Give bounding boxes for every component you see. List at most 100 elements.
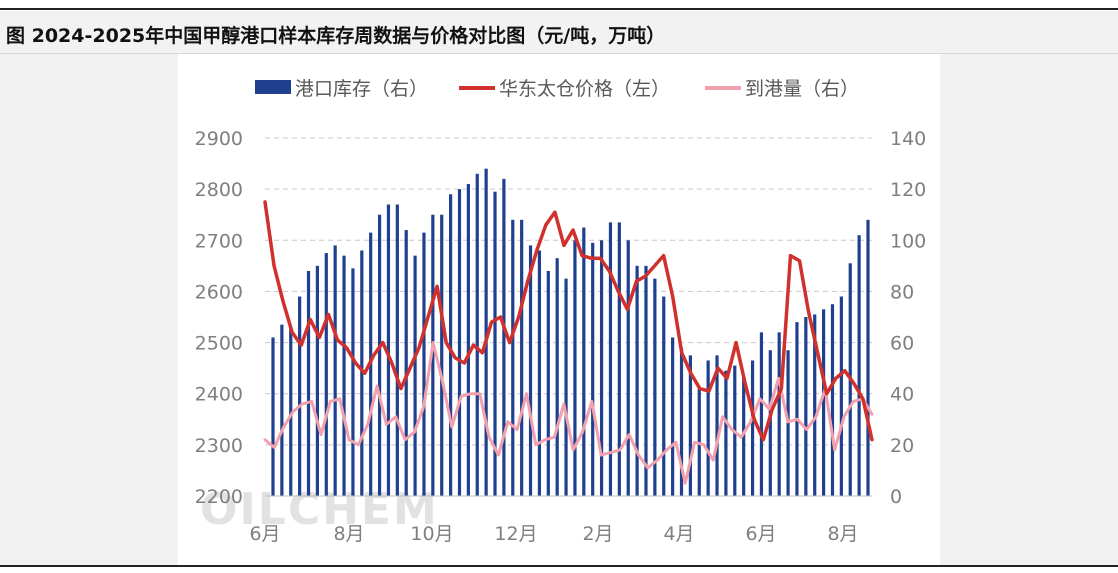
- bar: [457, 189, 462, 496]
- bar: [804, 317, 808, 496]
- bar: [324, 253, 328, 496]
- bar: [315, 265, 319, 496]
- bar: [822, 309, 826, 496]
- y-left-tick-label: 2500: [195, 333, 243, 355]
- bar: [662, 296, 666, 496]
- bar: [404, 230, 408, 496]
- bar: [466, 184, 470, 496]
- bar: [777, 332, 781, 496]
- bar: [742, 378, 746, 496]
- bar: [333, 245, 337, 496]
- bar: [280, 324, 284, 496]
- bar: [626, 240, 630, 496]
- legend-label-price: 华东太仓价格（左）: [499, 78, 670, 100]
- bar: [431, 214, 435, 496]
- left-margin-panel: [0, 54, 178, 565]
- legend-swatch-inventory: [255, 80, 291, 94]
- y-right-tick-label: 80: [890, 281, 914, 303]
- y-left-tick-label: 2400: [195, 384, 243, 406]
- right-margin-panel: [940, 54, 1118, 565]
- bar: [715, 355, 719, 496]
- bar: [440, 214, 444, 496]
- y-left-tick-label: 2200: [195, 486, 243, 508]
- bar: [449, 194, 453, 496]
- bar: [413, 255, 417, 496]
- y-right-tick-label: 100: [890, 230, 926, 252]
- bar: [653, 278, 657, 496]
- bar: [759, 332, 764, 496]
- x-tick-label: 8月: [333, 523, 364, 545]
- bar: [484, 168, 488, 496]
- legend-label-inventory: 港口库存（右）: [295, 78, 428, 100]
- bar: [724, 370, 728, 496]
- bar: [573, 240, 577, 496]
- bar: [493, 191, 497, 496]
- bar: [360, 250, 364, 496]
- bar: [582, 227, 586, 496]
- x-tick-label: 12月: [494, 523, 537, 545]
- y-left-tick-label: 2900: [195, 128, 243, 150]
- bar: [555, 258, 559, 496]
- bar: [422, 232, 426, 497]
- bar: [866, 219, 870, 496]
- bar: [564, 278, 568, 496]
- bar-series: [271, 168, 870, 497]
- price-line: [263, 200, 874, 442]
- top-rule: [0, 8, 1118, 10]
- bar: [528, 245, 533, 496]
- bar: [306, 270, 311, 496]
- bar: [644, 265, 648, 496]
- bar: [839, 296, 843, 496]
- bar: [271, 337, 275, 496]
- bar: [599, 240, 604, 496]
- y-left-tick-label: 2800: [195, 179, 243, 201]
- y-right-tick-label: 140: [890, 128, 926, 150]
- y-left-tick-label: 2700: [195, 230, 243, 252]
- y-left-tick-label: 2300: [195, 435, 243, 457]
- title-bar: [0, 11, 1118, 54]
- arrivals-line: [263, 341, 874, 485]
- bar: [830, 304, 835, 496]
- bar: [813, 314, 817, 496]
- bar: [537, 250, 542, 496]
- bar: [511, 219, 515, 496]
- grid-lines: [265, 137, 872, 446]
- bar: [635, 265, 639, 496]
- bar: [750, 360, 755, 496]
- axes: 2200 2300 2400 2500 2600 2700 2800 2900 0 20 40 60 8…: [195, 128, 927, 545]
- line-series: [263, 200, 874, 485]
- bar: [298, 296, 302, 496]
- legend-label-arrivals: 到港量（右）: [745, 78, 859, 100]
- x-tick-label: 10月: [410, 523, 453, 545]
- bar: [679, 347, 684, 496]
- chart-title: 图 2024-2025年中国甲醇港口样本库存周数据与价格对比图（元/吨，万吨）: [6, 25, 666, 47]
- y-left-tick-label: 2600: [195, 281, 243, 303]
- y-right-tick-label: 120: [890, 179, 926, 201]
- bar: [377, 214, 382, 496]
- x-tick-label: 6月: [745, 523, 776, 545]
- x-tick-label: 2月: [582, 523, 613, 545]
- bar: [386, 204, 391, 497]
- bar: [706, 360, 710, 496]
- bar: [768, 350, 772, 496]
- x-tick-label: 4月: [663, 523, 694, 545]
- bar: [520, 219, 524, 496]
- y-right-tick-label: 0: [890, 486, 902, 508]
- bar: [502, 178, 506, 496]
- bar: [617, 222, 621, 496]
- x-tick-label: 6月: [249, 523, 280, 545]
- y-right-tick-label: 40: [890, 384, 914, 406]
- bar: [546, 270, 550, 496]
- bar: [289, 327, 293, 496]
- y-right-tick-label: 20: [890, 435, 914, 457]
- bar: [857, 235, 861, 497]
- bar: [342, 255, 346, 496]
- y-right-tick-label: 60: [890, 333, 914, 355]
- bar: [395, 204, 399, 497]
- bar: [795, 322, 799, 496]
- bar: [351, 268, 355, 496]
- legend: 港口库存（右） 华东太仓价格（左） 到港量（右）: [255, 78, 859, 100]
- bar: [671, 337, 675, 496]
- x-tick-label: 8月: [827, 523, 858, 545]
